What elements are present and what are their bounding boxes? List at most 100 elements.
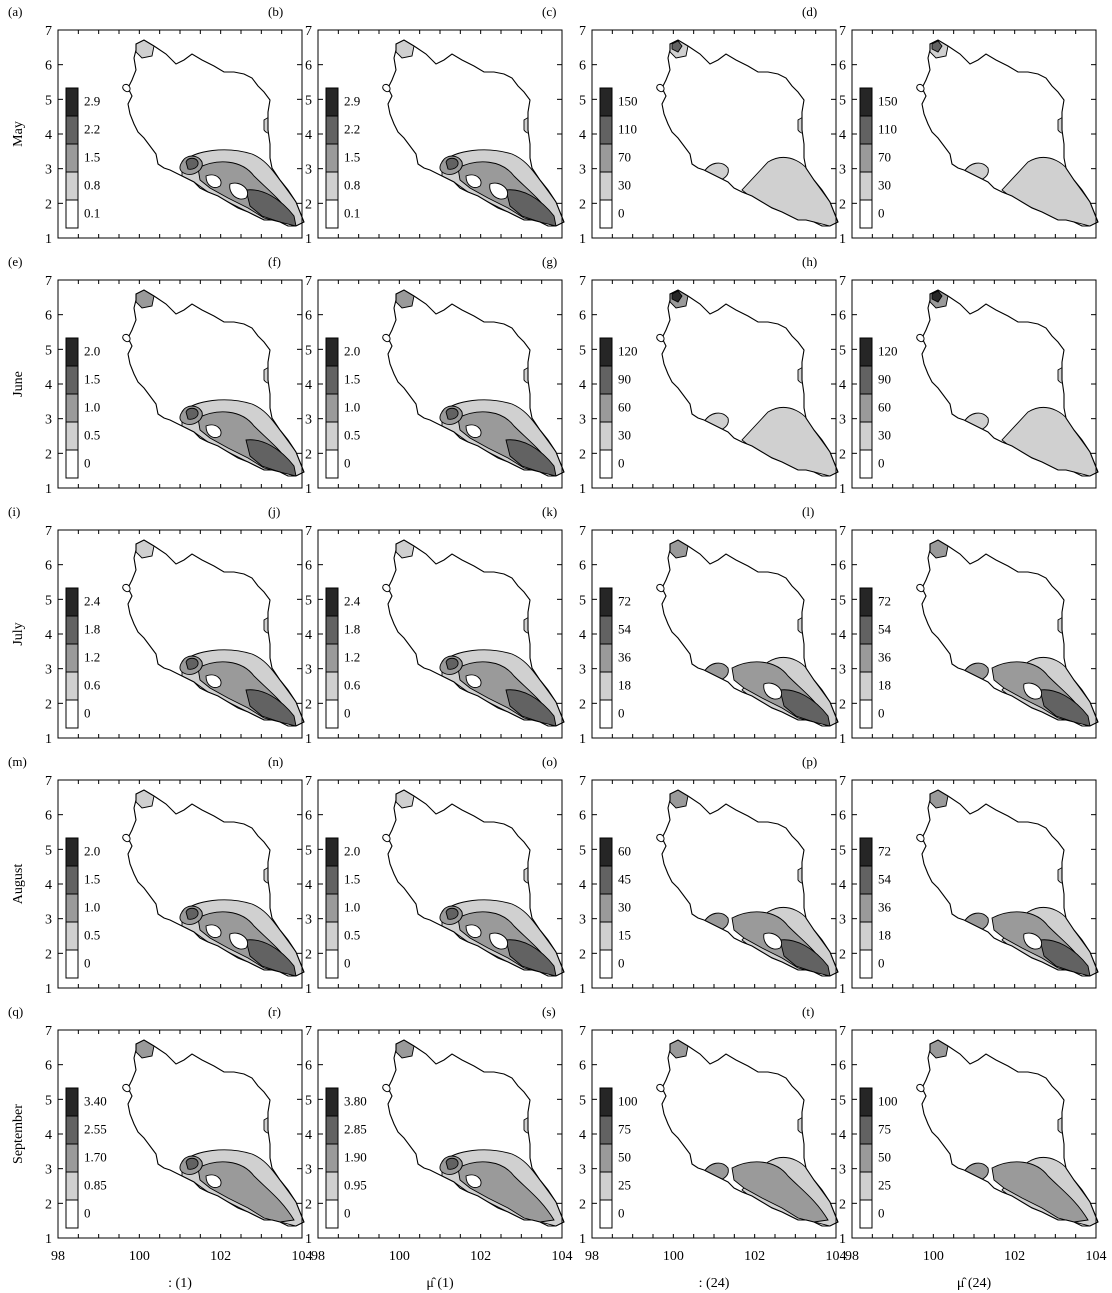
legend-label: 100: [878, 1093, 898, 1108]
y-tick-label: 4: [579, 1128, 586, 1143]
legend-swatch: [859, 921, 873, 951]
panel-label: (q): [8, 1004, 23, 1019]
legend-label: 72: [618, 593, 631, 608]
legend-swatch: [65, 199, 79, 229]
y-tick-label: 4: [305, 378, 312, 393]
panel-label: (g): [542, 254, 557, 269]
y-tick-label: 2: [839, 447, 846, 462]
contour-region: [465, 674, 482, 688]
legend-label: 60: [878, 399, 891, 414]
legend-swatch: [65, 949, 79, 979]
legend-label: 15: [618, 927, 631, 942]
legend-label: 1.5: [84, 149, 100, 164]
map-panel-b: (b) 1 2 3 4 5 6 7 2.9 2.2 1.5 0.8 0.1: [268, 4, 565, 247]
legend-swatch: [859, 1199, 873, 1229]
legend-label: 30: [878, 427, 891, 442]
x-tick-label: 104: [826, 1249, 847, 1264]
y-tick-label: 6: [305, 559, 312, 574]
contour-region: [505, 939, 557, 976]
legend-swatch: [859, 699, 873, 729]
legend-swatch: [859, 1087, 873, 1117]
legend-swatch: [325, 393, 339, 423]
panel-label: (d): [802, 4, 817, 19]
y-tick-label: 2: [579, 1197, 586, 1212]
legend-swatch: [599, 1143, 613, 1173]
legend-swatch: [65, 1087, 79, 1117]
y-tick-label: 4: [839, 128, 846, 143]
contour-region: [779, 689, 831, 726]
contour-region: [1057, 116, 1075, 134]
y-tick-label: 7: [579, 24, 586, 39]
y-tick-label: 7: [45, 774, 52, 789]
legend-label: 0: [344, 955, 351, 970]
legend-label: 60: [618, 843, 631, 858]
legend-label: 0: [878, 205, 885, 220]
y-tick-label: 2: [305, 447, 312, 462]
contour-region: [797, 116, 815, 134]
legend-swatch: [599, 171, 613, 201]
legend-swatch: [65, 87, 79, 117]
legend-swatch: [325, 337, 339, 367]
map-panel-k: (k) 1 2 3 4 5 6 7 72 54 36 18 0: [542, 504, 839, 747]
x-tick-label: 102: [1004, 1249, 1025, 1264]
y-tick-label: 2: [45, 1197, 52, 1212]
legend-swatch: [325, 949, 339, 979]
contour-region: [763, 932, 782, 950]
y-tick-label: 5: [839, 93, 846, 108]
contour-region: [523, 616, 541, 634]
legend-label: 30: [618, 177, 631, 192]
map-panel-r: (r) 1 2 3 4 5 6 7 98 100 102 104 3.80 2.85 1.90 0.95 0: [268, 1004, 573, 1264]
map-outline: [921, 789, 1099, 977]
legend-label: 1.2: [84, 649, 100, 664]
map-panel-n: (n) 1 2 3 4 5 6 7 2.0 1.5 1.0 0.5 0: [268, 754, 565, 997]
y-tick-label: 6: [579, 1059, 586, 1074]
contour-group: [395, 1040, 564, 1226]
legend-swatch: [859, 643, 873, 673]
y-tick-label: 3: [579, 413, 586, 428]
y-tick-label: 5: [839, 343, 846, 358]
legend-label: 1.70: [84, 1149, 107, 1164]
contour-region: [245, 189, 297, 226]
legend-label: 50: [618, 1149, 631, 1164]
legend-swatch: [325, 421, 339, 451]
y-tick-label: 7: [305, 274, 312, 289]
y-tick-label: 2: [839, 197, 846, 212]
legend-swatch: [599, 421, 613, 451]
legend-label: 120: [878, 343, 898, 358]
contour-region: [263, 1116, 281, 1134]
y-tick-label: 7: [45, 24, 52, 39]
island-marker: [656, 333, 665, 343]
panel-label: (n): [268, 754, 283, 769]
contour-group: [395, 40, 564, 226]
legend-swatch: [65, 921, 79, 951]
legend-swatch: [859, 615, 873, 645]
legend-label: 45: [618, 871, 631, 886]
legend-swatch: [859, 587, 873, 617]
legend-label: 0.8: [344, 177, 360, 192]
y-tick-label: 4: [45, 1128, 52, 1143]
island-marker: [382, 83, 391, 93]
y-tick-label: 6: [45, 59, 52, 74]
map-outline: [661, 289, 839, 477]
y-tick-label: 1: [45, 232, 52, 247]
y-tick-label: 3: [305, 413, 312, 428]
island-marker: [656, 583, 665, 593]
legend-label: 2.4: [84, 593, 101, 608]
island-marker: [656, 1083, 665, 1093]
x-tick-label: 104: [292, 1249, 313, 1264]
legend-label: 30: [618, 427, 631, 442]
contour-group: [395, 290, 564, 476]
legend-label: 50: [878, 1149, 891, 1164]
legend-label: 0: [618, 955, 625, 970]
y-tick-label: 2: [839, 947, 846, 962]
contour-region: [245, 689, 297, 726]
y-tick-label: 3: [839, 163, 846, 178]
y-tick-label: 2: [839, 697, 846, 712]
legend-swatch: [65, 337, 79, 367]
legend-swatch: [65, 671, 79, 701]
y-tick-label: 3: [839, 913, 846, 928]
y-tick-label: 1: [579, 482, 586, 497]
map-outline: [387, 1039, 565, 1227]
